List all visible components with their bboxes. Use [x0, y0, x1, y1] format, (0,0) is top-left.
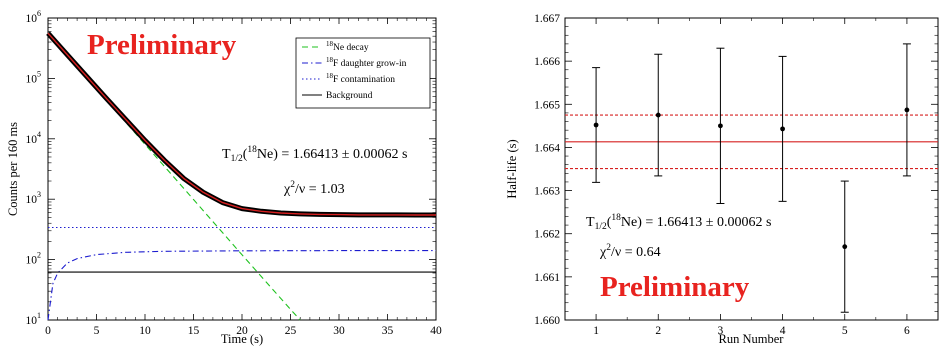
left-preliminary-title: Preliminary: [87, 29, 237, 61]
left-y-axis-label: Counts per 160 ms: [6, 122, 20, 216]
data-marker: [718, 123, 723, 129]
right-chart: 1.660 1.661 1.662 1.663 1.664 1.665 1.666 1.667…: [505, 13, 939, 346]
data-marker: [593, 122, 599, 128]
data-marker: [780, 126, 785, 132]
legend-entry-f-grow-in: 18F daughter grow-in: [302, 56, 407, 69]
left-chart: 101 102 103 104 105 106 0 5 10 15 20 25 30 35 40 Time…: [6, 9, 442, 346]
left-series-f-grow-in: [47, 250, 436, 321]
legend-entry-ne-decay: 18Ne decay: [302, 40, 369, 53]
left-y-tick-label: 102: [26, 251, 42, 267]
right-x-tick-label: 6: [904, 325, 910, 337]
left-y-tick-label: 104: [26, 130, 42, 146]
right-x-tick-label: 1: [593, 325, 599, 337]
right-data-point-2: [654, 53, 663, 177]
right-data-point-3: [716, 47, 725, 205]
legend-entry-background: Background: [302, 91, 373, 101]
right-mean-lines: [565, 114, 938, 170]
right-halflife-annotation: T1/2(18Ne) = 1.66413 ± 0.00062 s: [586, 213, 771, 232]
data-marker: [655, 112, 661, 118]
right-x-tick-labels: 1 2 3 4 5 6: [593, 325, 910, 337]
left-x-tick-label: 20: [236, 325, 248, 337]
left-y-tick-labels: 101 102 103 104 105 106: [26, 9, 42, 327]
left-y-tick-label: 106: [26, 9, 42, 25]
right-data-points: [592, 43, 911, 313]
legend-label: 18F contamination: [326, 72, 395, 85]
right-x-tick-label: 3: [718, 325, 724, 337]
left-chi2-annotation: χ2/ν = 1.03: [283, 180, 345, 197]
left-axis-ticks: [47, 17, 437, 321]
left-x-tick-label: 10: [139, 325, 151, 337]
right-y-tick-labels: 1.660 1.661 1.662 1.663 1.664 1.665 1.666 1.667: [534, 13, 560, 327]
left-legend-box: [295, 37, 431, 109]
data-marker: [904, 107, 910, 113]
right-y-tick-label: 1.667: [534, 13, 560, 25]
right-y-tick-label: 1.665: [534, 99, 560, 111]
right-data-point-6: [902, 43, 911, 177]
left-x-tick-label: 30: [333, 325, 345, 337]
right-x-axis-label: Run Number: [719, 332, 785, 346]
left-x-axis-label: Time (s): [221, 332, 263, 346]
right-x-tick-label: 5: [842, 325, 848, 337]
right-y-axis-label: Half-life (s): [505, 139, 519, 198]
left-y-tick-label: 105: [26, 69, 42, 85]
right-x-tick-label: 4: [780, 325, 786, 337]
left-legend: 18Ne decay 18F daughter grow-in 18F contam…: [295, 37, 431, 109]
left-halflife-annotation: T1/2(18Ne) = 1.66413 ± 0.00062 s: [222, 145, 407, 164]
left-x-tick-label: 40: [430, 325, 442, 337]
left-y-tick-label: 103: [26, 190, 42, 206]
right-axis-ticks: [565, 17, 938, 321]
right-y-tick-label: 1.661: [534, 272, 560, 284]
right-y-tick-label: 1.660: [534, 315, 560, 327]
legend-label: 18F daughter grow-in: [326, 56, 407, 69]
left-x-tick-label: 35: [382, 325, 394, 337]
left-x-tick-label: 0: [45, 325, 51, 337]
right-preliminary-title: Preliminary: [600, 271, 750, 303]
right-y-tick-label: 1.662: [534, 229, 560, 241]
right-data-point-4: [778, 55, 787, 202]
right-chi2-annotation: χ2/ν = 0.64: [599, 243, 661, 260]
legend-label: Background: [326, 91, 373, 101]
legend-entry-f-contamination: 18F contamination: [302, 72, 395, 85]
data-marker: [842, 244, 848, 250]
left-x-tick-labels: 0 5 10 15 20 25 30 35 40: [45, 325, 442, 337]
left-series-fit: [47, 32, 436, 216]
right-y-tick-label: 1.663: [534, 186, 560, 198]
left-series: [46, 31, 436, 321]
right-data-point-5: [840, 180, 849, 313]
right-y-tick-label: 1.664: [534, 142, 560, 154]
left-x-tick-label: 15: [188, 325, 200, 337]
left-x-tick-label: 25: [285, 325, 297, 337]
left-y-tick-label: 101: [26, 311, 42, 327]
legend-label: 18Ne decay: [326, 40, 369, 53]
right-x-tick-label: 2: [655, 325, 661, 337]
right-y-tick-label: 1.666: [534, 56, 560, 68]
left-x-tick-label: 5: [94, 325, 100, 337]
right-data-point-1: [592, 67, 601, 183]
